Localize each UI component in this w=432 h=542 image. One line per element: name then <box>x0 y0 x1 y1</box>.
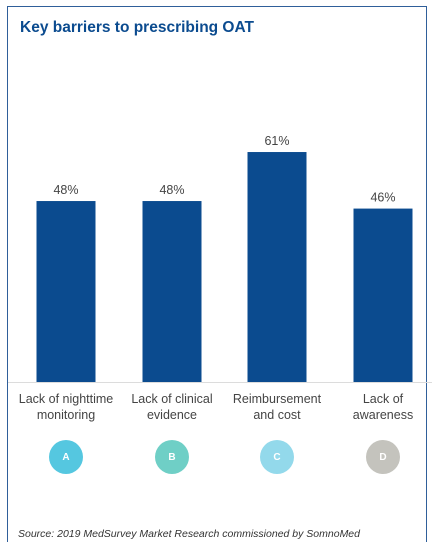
badge-c: C <box>260 440 294 474</box>
data-label-2: 48% <box>159 183 184 197</box>
category-label-1: Lack of nighttime monitoring <box>18 392 114 422</box>
source-note: Source: 2019 MedSurvey Market Research c… <box>18 528 360 540</box>
data-label-1: 48% <box>53 183 78 197</box>
data-label-4: 46% <box>370 191 395 205</box>
data-label-3: 61% <box>264 134 289 148</box>
x-axis-baseline <box>8 382 432 383</box>
badge-a: A <box>49 440 83 474</box>
bar-4 <box>353 208 413 382</box>
bar-1 <box>36 201 96 382</box>
chart-title: Key barriers to prescribing OAT <box>20 19 254 36</box>
bar-3 <box>247 152 307 382</box>
bar-2 <box>142 201 202 382</box>
category-label-4: Lack of awareness <box>352 392 414 422</box>
category-label-2: Lack of clinical evidence <box>131 392 213 422</box>
badge-b: B <box>155 440 189 474</box>
category-label-3: Reimbursement and cost <box>232 392 322 422</box>
badge-d: D <box>366 440 400 474</box>
